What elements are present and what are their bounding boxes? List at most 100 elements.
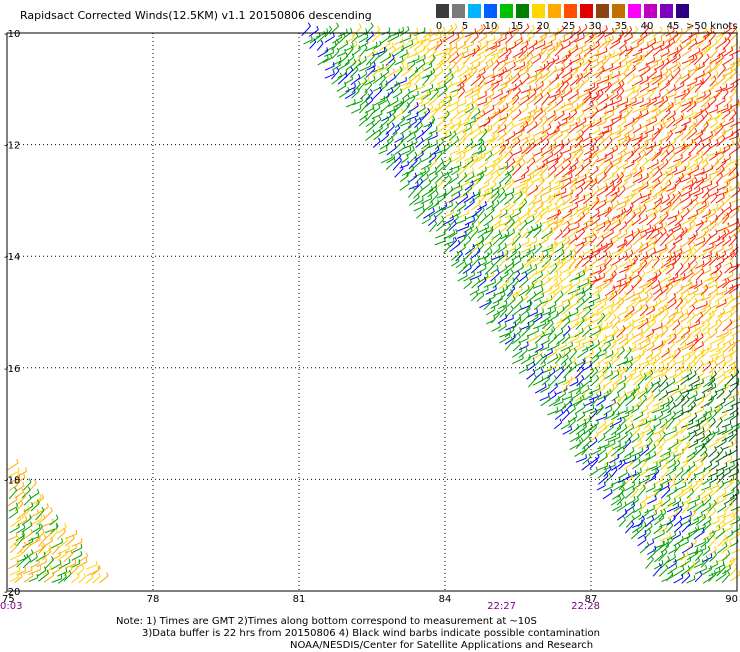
- wind-barb-feather: [429, 98, 430, 102]
- wind-barb-feather: [515, 244, 516, 248]
- wind-barb-feather: [462, 82, 464, 86]
- wind-barb-feather: [734, 110, 736, 113]
- wind-barb-feather: [454, 229, 455, 233]
- wind-barb-feather: [627, 159, 628, 163]
- wind-barb: [533, 29, 541, 35]
- wind-barb: [631, 94, 638, 99]
- wind-barb-feather: [599, 385, 600, 389]
- wind-barb-feather: [661, 37, 662, 41]
- wind-barb: [680, 415, 691, 421]
- wind-barb: [416, 211, 424, 218]
- wind-barb: [680, 126, 687, 133]
- wind-barb-feather: [696, 261, 698, 265]
- wind-barb: [645, 207, 656, 212]
- wind-barb-feather: [518, 271, 520, 274]
- wind-barb: [590, 80, 601, 85]
- wind-barb-feather: [654, 248, 656, 252]
- wind-barb-feather: [677, 47, 678, 51]
- wind-barb-feather: [597, 101, 599, 105]
- wind-barb-feather: [586, 223, 587, 227]
- wind-barb: [556, 371, 564, 380]
- wind-barb-feather: [402, 57, 403, 61]
- wind-barb-feather: [681, 160, 682, 164]
- wind-barb-feather: [578, 173, 579, 177]
- wind-barb-feather: [563, 199, 565, 203]
- wind-barb-feather: [657, 159, 658, 163]
- wind-barb-feather: [359, 55, 360, 59]
- wind-barb: [596, 149, 605, 154]
- wind-barb-feather: [435, 167, 436, 171]
- wind-barb-feather: [543, 127, 544, 131]
- wind-barb-feather: [699, 64, 700, 68]
- wind-barb-feather: [556, 203, 557, 207]
- wind-barb: [528, 348, 537, 351]
- wind-barb-feather: [649, 339, 650, 343]
- wind-barb: [540, 114, 546, 120]
- wind-barb-feather: [592, 28, 593, 32]
- wind-barb-feather: [490, 97, 492, 101]
- wind-barb-feather: [511, 152, 513, 155]
- wind-barb-feather: [715, 80, 717, 83]
- wind-barb-feather: [696, 231, 697, 235]
- wind-barb-feather: [535, 269, 537, 273]
- wind-barb: [688, 224, 696, 233]
- wind-barb-feather: [613, 386, 614, 390]
- wind-barb-feather: [574, 250, 576, 254]
- wind-barb-feather: [384, 96, 385, 100]
- wind-barb: [668, 312, 678, 318]
- wind-barb-feather: [589, 326, 591, 330]
- wind-barb-feather: [567, 410, 569, 414]
- wind-barb-feather: [584, 195, 585, 199]
- wind-barb: [479, 185, 489, 190]
- wind-barb-feather: [651, 356, 652, 360]
- wind-barb: [526, 230, 533, 239]
- wind-barb: [689, 285, 697, 289]
- wind-barb-feather: [721, 335, 722, 339]
- wind-barb-feather: [515, 249, 516, 253]
- wind-barb-feather: [722, 201, 724, 205]
- wind-barb-feather: [520, 327, 522, 331]
- wind-barb-feather: [668, 209, 669, 213]
- wind-barb-feather: [562, 26, 563, 30]
- wind-barb-feather: [547, 159, 548, 163]
- wind-barb-feather: [576, 413, 577, 417]
- wind-barb-feather: [422, 130, 423, 134]
- wind-barb: [688, 96, 698, 100]
- wind-barb-feather: [412, 40, 413, 44]
- wind-barb: [562, 134, 569, 141]
- wind-barb-feather: [451, 81, 453, 85]
- wind-barb: [514, 232, 521, 239]
- wind-barb-feather: [465, 41, 466, 45]
- wind-barb-feather: [524, 174, 525, 178]
- wind-barb: [555, 265, 564, 272]
- wind-barb-feather: [615, 330, 616, 334]
- wind-barb-feather: [417, 28, 418, 32]
- wind-barb-feather: [680, 275, 682, 279]
- wind-barb: [715, 266, 722, 273]
- wind-barb-feather: [680, 40, 682, 43]
- wind-barb-feather: [722, 293, 723, 297]
- wind-barb-feather: [478, 278, 480, 282]
- wind-barb: [640, 102, 651, 106]
- wind-barb-feather: [724, 374, 726, 378]
- wind-barb-feather: [585, 265, 586, 269]
- wind-barb-feather: [494, 134, 495, 138]
- wind-barb: [540, 397, 549, 401]
- wind-barb-feather: [578, 298, 579, 302]
- wind-barb-feather: [441, 158, 443, 161]
- wind-barb-feather: [738, 378, 739, 382]
- wind-barb-feather: [557, 354, 558, 358]
- wind-barb-feather: [694, 402, 696, 406]
- wind-barb-feather: [585, 306, 586, 310]
- wind-barb: [633, 128, 641, 133]
- wind-barb: [456, 37, 463, 43]
- wind-barb-feather: [373, 104, 374, 108]
- wind-barb-feather: [481, 25, 482, 29]
- wind-barb-feather: [668, 54, 669, 58]
- wind-barb: [555, 233, 563, 240]
- wind-barb-feather: [687, 309, 688, 313]
- wind-barb-feather: [351, 28, 352, 32]
- wind-barb: [430, 176, 437, 182]
- wind-barb-feather: [513, 315, 514, 319]
- wind-barb-feather: [621, 112, 622, 116]
